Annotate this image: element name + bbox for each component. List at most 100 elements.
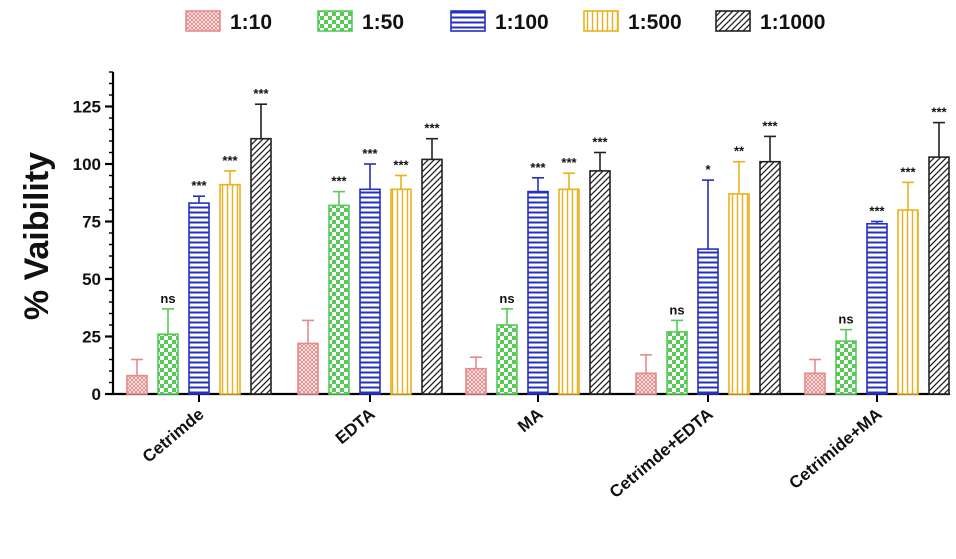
- bar: [219, 183, 241, 395]
- bar: [804, 372, 826, 395]
- x-tick-label: Cetrimde+EDTA: [606, 405, 717, 502]
- y-tick-label: 50: [82, 270, 101, 289]
- bar-group-item: ***: [421, 121, 443, 395]
- significance-label: ns: [160, 291, 175, 306]
- bar-group-item: [297, 319, 319, 395]
- bar-group-item: ***: [589, 135, 611, 395]
- x-tick-label: MA: [514, 405, 546, 437]
- bar-group-item: ns: [496, 291, 518, 395]
- bar: [866, 223, 888, 395]
- bar-group-item: *: [697, 162, 719, 395]
- bar: [328, 204, 350, 395]
- legend-item: 1:500: [583, 10, 682, 34]
- significance-label: **: [734, 144, 745, 159]
- significance-label: ***: [331, 174, 347, 189]
- significance-label: ***: [869, 204, 885, 219]
- bar-group-item: [465, 356, 487, 395]
- bar: [157, 333, 179, 395]
- x-tick-label: Cetrimide+MA: [785, 405, 885, 493]
- bar-group-item: ns: [157, 291, 179, 395]
- significance-label: ***: [530, 160, 546, 175]
- bar: [527, 190, 549, 395]
- legend-item: 1:1000: [715, 10, 825, 34]
- bar-group-item: **: [728, 144, 750, 395]
- significance-label: ***: [900, 164, 916, 179]
- bar: [297, 342, 319, 395]
- bar: [359, 188, 381, 395]
- legend-label: 1:500: [628, 11, 682, 34]
- significance-label: ns: [669, 302, 684, 317]
- y-tick-label: 100: [73, 155, 101, 174]
- significance-label: ns: [838, 312, 853, 327]
- bar-group-item: [126, 358, 148, 395]
- y-tick-label: 125: [73, 98, 101, 117]
- legend-item: 1:10: [185, 10, 272, 34]
- significance-label: *: [705, 162, 711, 177]
- bar-group-item: ***: [188, 178, 210, 395]
- bar-group-item: [804, 358, 826, 395]
- bar: [666, 331, 688, 395]
- bar-group-item: ***: [759, 118, 781, 395]
- bar-group-item: ns: [835, 312, 857, 395]
- legend-swatch: [185, 10, 221, 32]
- bar-group-item: ***: [558, 155, 580, 395]
- y-axis-label: % Vaibility: [18, 152, 56, 320]
- significance-label: ***: [253, 86, 269, 101]
- legend-label: 1:50: [362, 11, 404, 34]
- legend-swatch: [450, 10, 486, 32]
- bar: [188, 202, 210, 395]
- bar-group-item: ns: [666, 302, 688, 395]
- x-tick-label: Cetrimde: [139, 405, 208, 467]
- significance-label: ***: [424, 121, 440, 136]
- bar: [897, 209, 919, 395]
- x-tick-label: EDTA: [332, 405, 379, 448]
- x-axis: Cetrimde EDTA MA Cetrimde+EDTA Cetrimide+MA: [113, 392, 950, 502]
- y-tick-label: 0: [92, 385, 101, 404]
- bar-group-item: ***: [866, 204, 888, 395]
- bar: [496, 324, 518, 395]
- legend-label: 1:1000: [760, 11, 825, 34]
- significance-label: ***: [592, 135, 608, 150]
- legend-swatch: [317, 10, 353, 32]
- bar-group-item: ***: [328, 174, 350, 395]
- legend: 1:10 1:50 1:100 1:500 1:1000: [185, 10, 825, 34]
- y-tick-label: 25: [82, 328, 101, 347]
- significance-label: ***: [222, 153, 238, 168]
- bar: [558, 188, 580, 395]
- legend-item: 1:50: [317, 10, 404, 34]
- bar: [835, 340, 857, 395]
- legend-item: 1:100: [450, 10, 549, 34]
- bar: [635, 372, 657, 395]
- legend-swatch: [715, 10, 751, 32]
- bar-group-item: ***: [250, 86, 272, 395]
- significance-label: ***: [362, 146, 378, 161]
- significance-label: ***: [561, 155, 577, 170]
- bar: [390, 188, 412, 395]
- legend-label: 1:100: [495, 11, 549, 34]
- significance-label: ***: [762, 118, 778, 133]
- bar: [465, 367, 487, 395]
- bar-group-item: ***: [390, 158, 412, 395]
- bar: [421, 158, 443, 395]
- bar: [589, 170, 611, 395]
- bar: [759, 160, 781, 395]
- bar-group-item: ***: [219, 153, 241, 395]
- significance-label: ***: [393, 158, 409, 173]
- bar: [928, 156, 950, 395]
- bar-group-item: ***: [527, 160, 549, 395]
- bar-group-item: [635, 354, 657, 395]
- bar-group-item: ***: [928, 105, 950, 395]
- y-axis: 0 25 50 75 100 125: [73, 71, 115, 404]
- significance-label: ns: [499, 291, 514, 306]
- significance-label: ***: [931, 105, 947, 120]
- bar-group-item: ***: [359, 146, 381, 395]
- bar: [697, 248, 719, 395]
- legend-label: 1:10: [230, 11, 272, 34]
- bar: [250, 137, 272, 395]
- bar: [126, 374, 148, 395]
- legend-swatch: [583, 10, 619, 32]
- y-tick-label: 75: [82, 213, 101, 232]
- bar-group-item: ***: [897, 164, 919, 395]
